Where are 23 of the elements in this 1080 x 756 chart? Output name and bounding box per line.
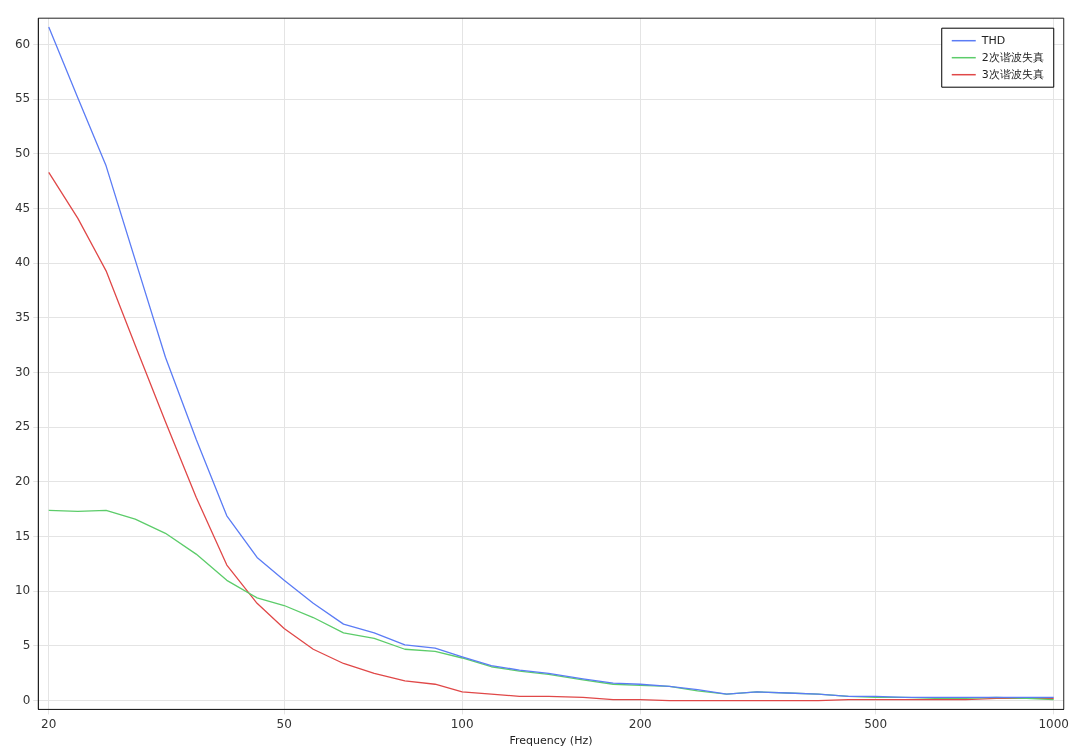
y-tick-label: 50 [14,145,31,160]
y-tick-label: 60 [14,36,31,51]
x-tick-label: 100 [450,716,474,731]
y-tick-label: 35 [14,309,31,324]
x-tick-label: 200 [628,716,652,731]
y-tick-label: 40 [14,255,31,270]
y-tick-label: 55 [14,91,31,106]
y-tick-label: 30 [14,364,31,379]
legend-label: THD [980,33,1006,47]
legend-label: 2次谐波失真 [981,50,1044,64]
y-tick-label: 5 [22,638,31,653]
x-tick-label: 50 [276,716,292,731]
y-tick-label: 25 [14,419,31,434]
y-tick-label: 0 [22,692,31,707]
y-tick-label: 45 [14,200,31,215]
x-tick-label: 20 [41,716,57,731]
x-axis-title: Frequency (Hz) [509,734,593,748]
x-tick-label: 1000 [1038,716,1069,731]
y-tick-label: 15 [14,528,31,543]
y-tick-label: 10 [14,583,31,598]
y-tick-label: 20 [14,474,31,489]
x-tick-label: 500 [864,716,888,731]
legend-label: 3次谐波失真 [981,67,1044,81]
